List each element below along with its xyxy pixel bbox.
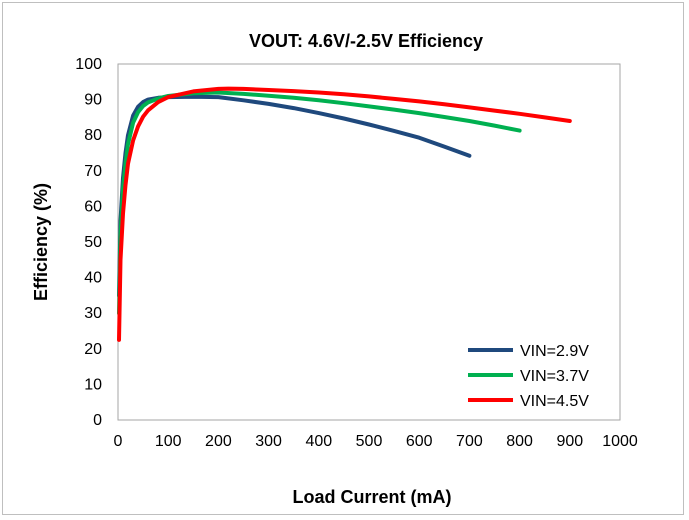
chart-frame xyxy=(2,2,684,515)
series-line-1 xyxy=(117,94,472,298)
y-tick-label: 50 xyxy=(84,234,102,251)
y-axis-ticks: 0 10 20 30 40 50 60 70 80 90 100 xyxy=(75,56,102,429)
legend-label-1: VIN=2.9V xyxy=(520,343,589,360)
x-tick-label: 500 xyxy=(356,433,383,450)
x-axis-title: Load Current (mA) xyxy=(293,487,452,507)
y-axis-title: Efficiency (%) xyxy=(31,183,51,301)
chart-title: VOUT: 4.6V/-2.5V Efficiency xyxy=(249,31,483,51)
legend: VIN=2.9V VIN=3.7V VIN=4.5V xyxy=(468,343,589,410)
series-line-2 xyxy=(117,90,522,316)
x-axis-ticks: 0 100 200 300 400 500 600 700 800 900 1000 xyxy=(114,433,638,450)
x-tick-label: 600 xyxy=(406,433,433,450)
x-tick-label: 400 xyxy=(305,433,332,450)
x-tick-label: 300 xyxy=(255,433,282,450)
series-line-3 xyxy=(117,86,572,342)
x-tick-label: 900 xyxy=(556,433,583,450)
y-tick-label: 70 xyxy=(84,163,102,180)
y-tick-label: 100 xyxy=(75,56,102,73)
plot-area xyxy=(117,63,621,421)
y-tick-label: 60 xyxy=(84,198,102,215)
legend-label-2: VIN=3.7V xyxy=(520,368,589,385)
y-tick-label: 90 xyxy=(84,92,102,109)
y-tick-label: 0 xyxy=(93,412,102,429)
y-tick-label: 30 xyxy=(84,305,102,322)
x-tick-label: 800 xyxy=(506,433,533,450)
y-tick-label: 20 xyxy=(84,341,102,358)
x-tick-label: 700 xyxy=(456,433,483,450)
y-tick-label: 10 xyxy=(84,376,102,393)
series-lines xyxy=(117,86,572,342)
y-tick-label: 40 xyxy=(84,270,102,287)
legend-label-3: VIN=4.5V xyxy=(520,393,589,410)
x-tick-label: 200 xyxy=(205,433,232,450)
x-tick-label: 1000 xyxy=(602,433,638,450)
x-tick-label: 0 xyxy=(114,433,123,450)
y-tick-label: 80 xyxy=(84,127,102,144)
x-tick-label: 100 xyxy=(155,433,182,450)
